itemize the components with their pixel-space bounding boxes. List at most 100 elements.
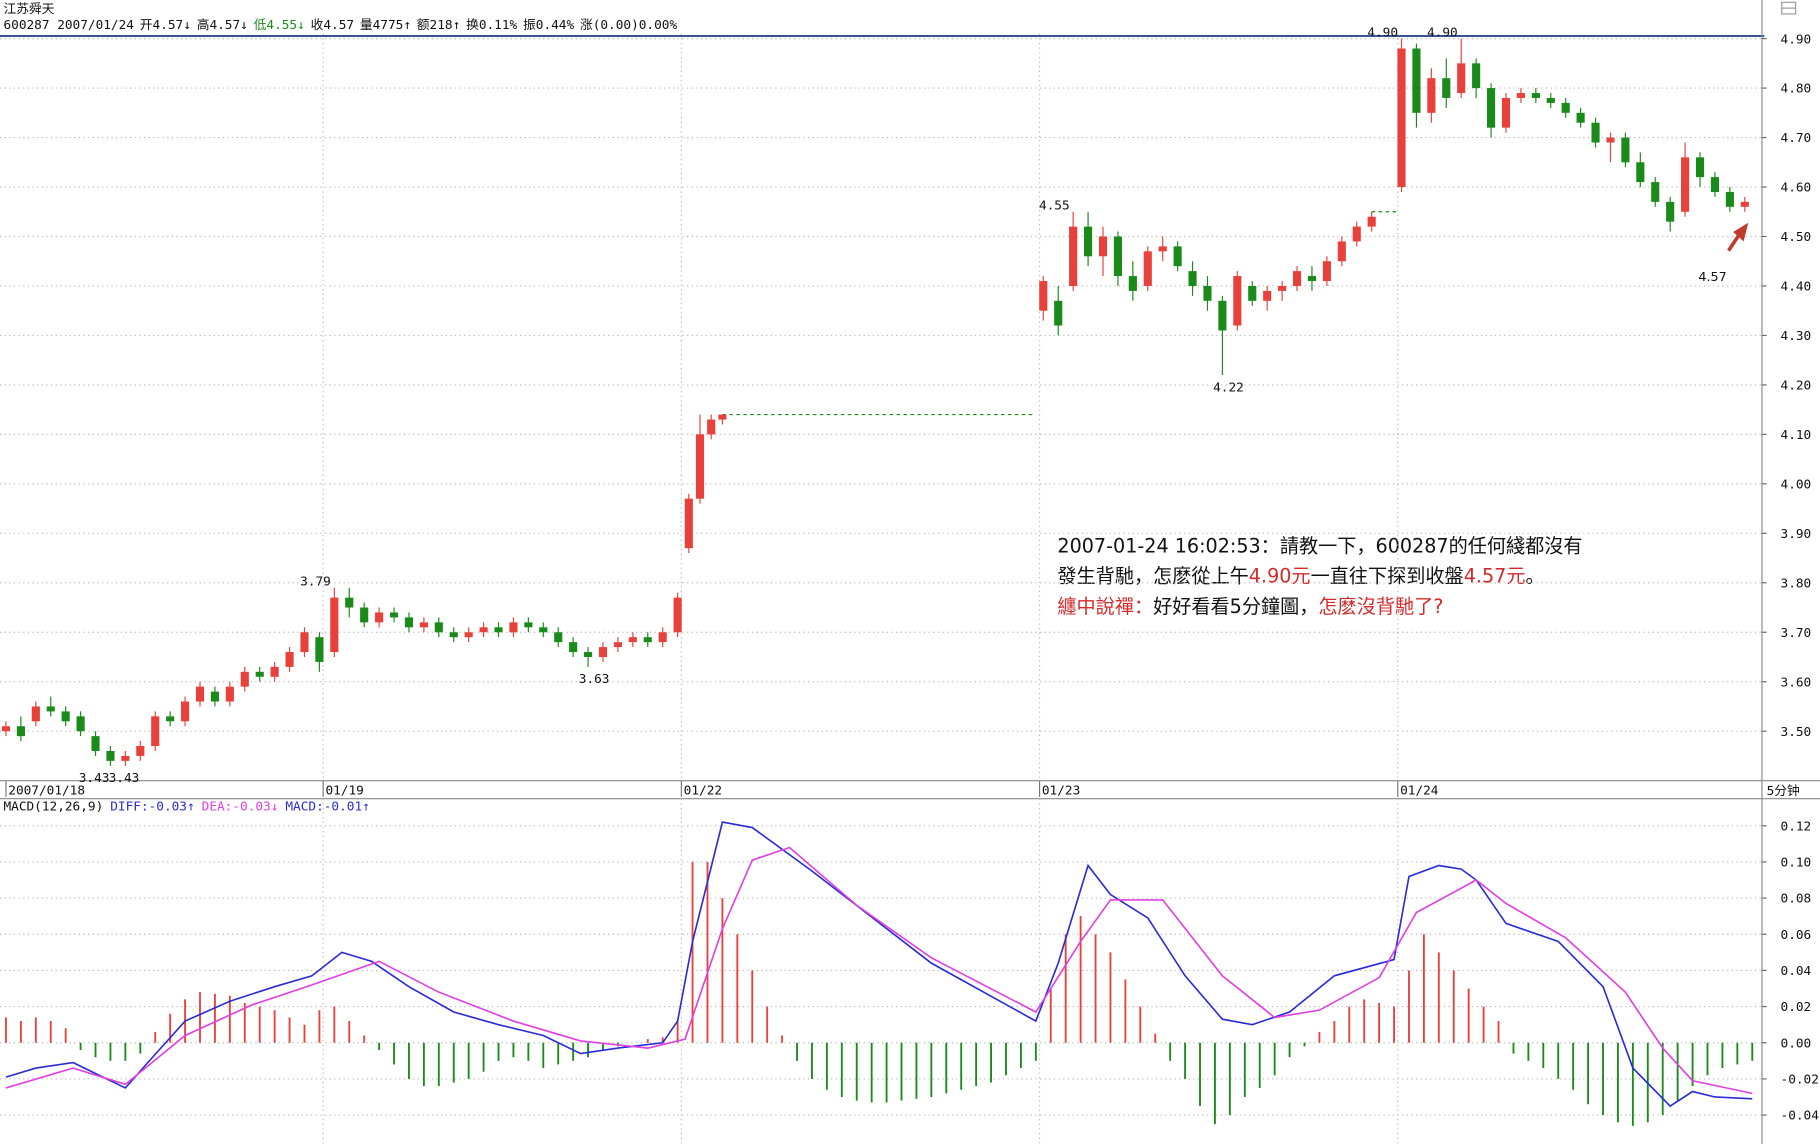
price-label: 4.90 [1367, 25, 1398, 40]
candle-body [1666, 201, 1675, 222]
candle-body [1352, 226, 1361, 242]
x-tick-label: 01/19 [325, 784, 363, 799]
legend-indicator: MACD(12,26,9) [3, 799, 103, 814]
x-tick-label: 01/23 [1042, 784, 1080, 799]
y-tick-label: 0.00 [1781, 1036, 1812, 1051]
quote-item: 换0.11% [466, 18, 517, 33]
candle-body [1681, 157, 1690, 212]
last-price-label: 4.57 [1698, 270, 1726, 285]
candle-body [61, 711, 70, 722]
candle-body [1546, 97, 1555, 103]
candle-body [1278, 285, 1287, 291]
candle-body [1248, 285, 1257, 301]
comment-segment: 4.57元 [1464, 565, 1526, 588]
candle-body [1263, 290, 1272, 301]
candle-body [1725, 191, 1734, 207]
candle-body [210, 691, 219, 702]
candle-body [1188, 271, 1197, 286]
y-tick-label: 0.08 [1781, 892, 1812, 907]
y-tick-label: 0.04 [1781, 964, 1812, 979]
quote-item: 涨(0.00)0.00% [580, 18, 678, 33]
x-tick-label: 01/22 [684, 784, 722, 799]
candle-body [1143, 251, 1152, 286]
y-tick-label: 4.60 [1781, 181, 1812, 196]
price-label: 4.55 [1039, 198, 1070, 213]
candle-body [76, 716, 85, 732]
y-tick-label: 0.12 [1781, 819, 1812, 834]
candle-body [1113, 236, 1122, 277]
candle-body [1695, 157, 1705, 178]
candle-body [1487, 88, 1496, 128]
candle-body [718, 414, 727, 420]
candle-body [255, 671, 264, 677]
quote-item: 量4775↑ [360, 18, 411, 33]
candle-body [419, 622, 428, 628]
y-tick-label: 4.00 [1781, 477, 1812, 492]
y-tick-label: 3.90 [1781, 527, 1812, 542]
candle-body [1039, 281, 1048, 311]
candle-body [345, 597, 354, 608]
candle-body [1307, 276, 1317, 282]
y-tick-label: 4.70 [1781, 131, 1812, 146]
candle-body [1591, 122, 1600, 143]
candle-body [494, 627, 503, 633]
quote-item: 额218↑ [417, 18, 460, 33]
candle-body [1158, 246, 1167, 252]
candle-body [1397, 48, 1406, 188]
candle-body [1651, 182, 1660, 202]
candle-body [1069, 226, 1078, 286]
y-tick-label: 4.30 [1781, 329, 1812, 344]
candle-body [1292, 271, 1302, 286]
candle-body [1442, 78, 1451, 98]
candle-body [1501, 97, 1511, 128]
candle-body [1531, 93, 1540, 98]
candle-body [1561, 102, 1570, 113]
y-tick-label: 4.90 [1781, 32, 1812, 47]
legend-entry: DEA:-0.03↓ [202, 799, 279, 814]
candle-body [136, 746, 145, 756]
candle-body [479, 627, 488, 633]
price-label: 3.43 [109, 771, 140, 786]
candle-body [315, 637, 324, 662]
candle-body [106, 750, 115, 761]
y-tick-label: 4.10 [1781, 428, 1812, 443]
comment-line: 發生背馳，怎麽從上午4.90元一直往下探到收盤4.57元。 [1057, 565, 1544, 588]
price-label: 3.63 [579, 672, 610, 687]
candle-body [1427, 78, 1436, 113]
comment-segment: 。 [1525, 565, 1544, 588]
comment-line: 2007-01-24 16:02:53：請教一下，600287的任何綫都沒有 [1057, 535, 1582, 558]
y-tick-label: 3.70 [1781, 626, 1812, 641]
candle-body [1636, 162, 1645, 183]
candle-body [181, 701, 190, 722]
comment-line: 纏中說禪：好好看看5分鐘圖，怎麽沒背馳了? [1057, 595, 1443, 618]
quote-item: 收4.57 [311, 18, 354, 33]
candle-body [1233, 276, 1242, 326]
candle-body [1337, 241, 1346, 262]
candle-body [330, 597, 339, 653]
y-tick-label: 4.40 [1781, 280, 1812, 295]
quote-item: 高4.57↓ [197, 17, 248, 33]
candle-body [1710, 177, 1720, 192]
macd-line [5, 846, 1753, 1095]
candle-body [1412, 48, 1421, 113]
candle-body [434, 622, 443, 633]
candle-body [1203, 285, 1212, 301]
candle-body [1576, 112, 1585, 123]
candle-body [1740, 201, 1749, 207]
y-tick-label: 4.20 [1781, 379, 1812, 394]
candle-body [1098, 236, 1108, 257]
candle-body [598, 647, 608, 657]
candle-body [628, 637, 637, 643]
y-tick-label: 0.06 [1781, 928, 1812, 943]
candle-body [1322, 261, 1331, 282]
candle-body [509, 622, 518, 633]
y-tick-label: -0.04 [1781, 1109, 1820, 1124]
candle-body [151, 716, 160, 747]
price-label: 4.22 [1213, 380, 1244, 395]
candle-body [1128, 276, 1137, 291]
legend-entry: DIFF:-0.03↑ [110, 799, 194, 814]
macd-line [5, 821, 1753, 1108]
